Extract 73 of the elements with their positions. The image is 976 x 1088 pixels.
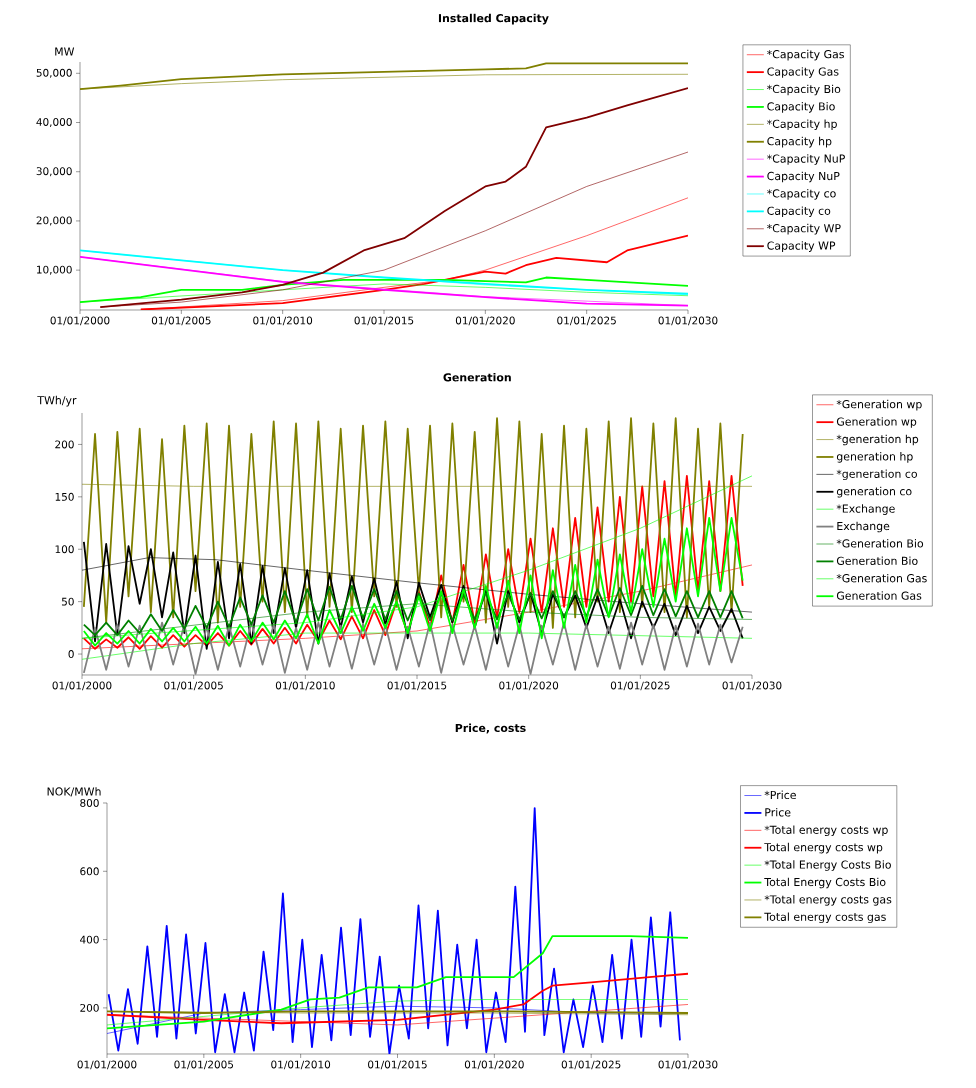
x-tick-label: 01/01/2020 xyxy=(499,681,559,691)
legend-label: *generation hp xyxy=(836,434,919,446)
x-tick-label: 01/01/2005 xyxy=(164,681,223,691)
legend-label: *Price xyxy=(764,790,796,800)
x-tick-label: 01/01/2015 xyxy=(387,681,447,691)
legend-label: Capacity WP xyxy=(767,241,836,252)
legend-label: Capacity hp xyxy=(767,136,832,148)
legend-label: Generation Gas xyxy=(836,591,922,600)
legend-label: *Generation Bio xyxy=(836,539,924,548)
x-tick-label: 01/01/2010 xyxy=(253,316,313,326)
x-tick-label: 01/01/2000 xyxy=(77,1060,137,1070)
x-tick-label: 01/01/2010 xyxy=(271,1060,331,1070)
legend-label: *Generation wp xyxy=(836,399,922,411)
x-tick-label: 01/01/2015 xyxy=(368,1060,427,1070)
y-tick-label: 20,000 xyxy=(36,216,72,226)
legend-label: Generation Bio xyxy=(836,556,918,565)
legend-label: *Capacity hp xyxy=(767,119,837,131)
legend-label: *Capacity Gas xyxy=(767,49,844,61)
legend-label: *Exchange xyxy=(836,504,895,515)
x-tick-label: 01/01/2005 xyxy=(151,316,211,326)
legend-label: *Capacity NuP xyxy=(767,154,845,165)
y-tick-label: 200 xyxy=(80,1003,99,1012)
y-axis-title: MW xyxy=(55,47,75,56)
legend-label: Price xyxy=(765,808,791,817)
y-tick-label: 100 xyxy=(55,545,74,554)
x-tick-label: 01/01/2015 xyxy=(354,316,414,326)
legend-label: *Capacity WP xyxy=(767,223,841,235)
y-axis-title: NOK/MWh xyxy=(47,787,101,797)
x-tick-label: 01/01/2000 xyxy=(50,316,110,326)
x-tick-label: 01/01/2030 xyxy=(658,1060,718,1070)
legend-label: Exchange xyxy=(837,521,890,533)
x-tick-label: 01/01/2020 xyxy=(455,316,515,326)
y-tick-label: 800 xyxy=(80,799,99,807)
y-tick-label: 150 xyxy=(55,492,74,501)
x-tick-label: 01/01/2025 xyxy=(610,681,670,691)
x-tick-label: 01/01/2025 xyxy=(557,316,616,326)
y-tick-label: 200 xyxy=(55,440,74,449)
y-tick-label: 400 xyxy=(80,935,99,944)
y-axis-title: TWh/yr xyxy=(37,395,77,407)
legend-label: *Total energy costs gas xyxy=(764,895,892,906)
legend-label: *Generation Gas xyxy=(836,573,927,583)
legend-label: *generation co xyxy=(836,469,917,481)
y-tick-label: 50,000 xyxy=(36,68,72,78)
legend-label: Total energy costs wp xyxy=(764,842,883,854)
legend-label: Capacity co xyxy=(767,206,831,218)
legend-label: generation hp xyxy=(836,452,913,463)
x-tick-label: 01/01/2025 xyxy=(561,1060,621,1070)
legend-label: Total energy costs gas xyxy=(764,912,886,924)
x-tick-label: 01/01/2000 xyxy=(52,681,112,691)
legend-label: Capacity Bio xyxy=(767,102,835,113)
legend-label: *Capacity Bio xyxy=(767,84,841,96)
x-tick-label: 01/01/2005 xyxy=(174,1060,234,1070)
x-tick-label: 01/01/2030 xyxy=(722,681,782,691)
chart-title: Installed Capacity xyxy=(438,13,549,25)
legend-label: *Total energy costs wp xyxy=(764,825,888,837)
chart-title: Price, costs xyxy=(455,723,526,734)
legend-label: *Total Energy Costs Bio xyxy=(764,860,891,871)
y-tick-label: 30,000 xyxy=(36,167,72,177)
x-tick-label: 01/01/2010 xyxy=(275,681,335,691)
legend-label: generation co xyxy=(836,486,912,498)
y-tick-label: 50 xyxy=(61,597,74,606)
y-tick-label: 600 xyxy=(80,867,99,876)
y-tick-label: 0 xyxy=(68,650,74,658)
chart-title: Generation xyxy=(443,373,511,382)
x-tick-label: 01/01/2020 xyxy=(464,1060,524,1070)
legend-label: *Capacity co xyxy=(767,189,836,200)
y-tick-label: 10,000 xyxy=(37,265,72,275)
y-tick-label: 40,000 xyxy=(36,118,72,127)
legend-label: Generation wp xyxy=(836,417,917,428)
legend-label: Total Energy Costs Bio xyxy=(764,877,886,889)
x-tick-label: 01/01/2030 xyxy=(658,316,718,326)
legend-label: Capacity NuP xyxy=(767,171,840,183)
legend-label: Capacity Gas xyxy=(767,67,839,78)
